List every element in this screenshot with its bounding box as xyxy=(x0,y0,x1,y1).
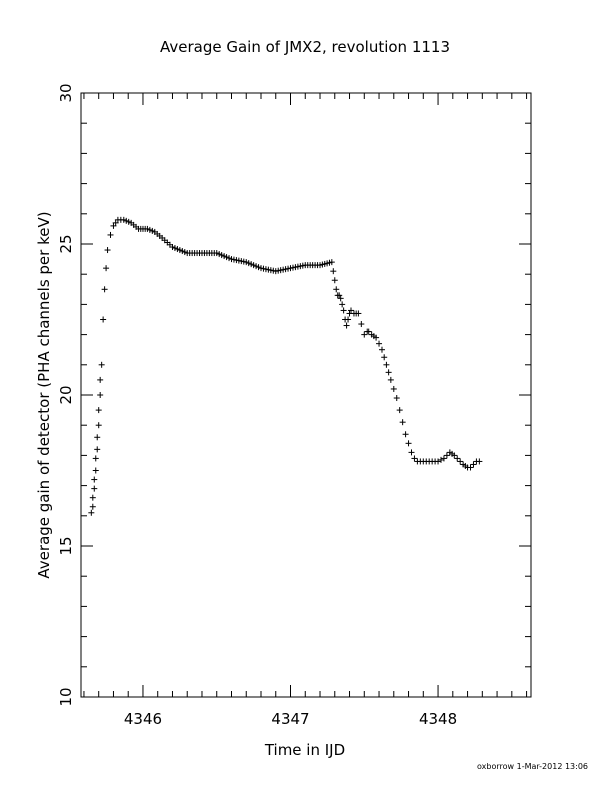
x-tick-label: 4348 xyxy=(419,710,457,728)
data-point xyxy=(330,268,337,275)
data-point xyxy=(104,247,111,254)
data-point xyxy=(470,461,477,468)
data-point xyxy=(100,316,107,323)
data-point xyxy=(373,334,380,341)
y-axis-label: Average gain of detector (PHA channels p… xyxy=(35,211,53,578)
data-point xyxy=(476,458,483,465)
data-point xyxy=(328,259,335,266)
data-point xyxy=(339,301,346,308)
data-point xyxy=(365,328,372,335)
data-point xyxy=(94,446,101,453)
data-point xyxy=(101,286,108,293)
data-point xyxy=(376,340,383,347)
data-point xyxy=(405,440,412,447)
footer-credit: oxborrow 1-Mar-2012 13:06 xyxy=(477,762,588,771)
plot-frame xyxy=(80,92,532,698)
data-point xyxy=(355,310,362,317)
x-tick-labels: 4346 4347 4348 xyxy=(124,710,457,728)
data-point xyxy=(348,307,354,314)
data-point xyxy=(95,422,102,429)
data-point xyxy=(402,431,409,438)
data-point xyxy=(89,494,96,501)
data-point xyxy=(92,467,99,474)
data-point xyxy=(97,392,104,398)
data-point xyxy=(103,265,110,272)
data-point xyxy=(343,322,350,329)
y-tick-label: 30 xyxy=(57,83,75,102)
data-point xyxy=(110,222,117,229)
data-point xyxy=(393,395,400,402)
data-point xyxy=(112,219,119,226)
data-point xyxy=(92,455,99,462)
x-tick-label: 4347 xyxy=(271,710,309,728)
data-point xyxy=(91,476,98,483)
data-point xyxy=(331,277,338,284)
data-point xyxy=(89,503,96,510)
y-tick-labels: 10 15 20 25 30 xyxy=(57,83,75,706)
data-point xyxy=(390,385,397,392)
data-point xyxy=(381,354,388,361)
data-point xyxy=(358,321,365,328)
data-point xyxy=(97,376,104,383)
x-ticks xyxy=(83,93,528,697)
data-point xyxy=(95,407,102,414)
data-point xyxy=(443,452,450,459)
data-point xyxy=(385,369,392,376)
y-tick-label: 15 xyxy=(57,536,75,555)
data-point xyxy=(383,361,390,368)
data-point xyxy=(408,449,415,456)
y-tick-label: 10 xyxy=(57,687,75,706)
data-point xyxy=(94,434,101,441)
x-tick-label: 4346 xyxy=(124,710,162,728)
data-point xyxy=(98,361,105,368)
data-point xyxy=(333,286,340,293)
y-tick-label: 20 xyxy=(57,385,75,404)
data-point xyxy=(91,485,98,492)
data-point xyxy=(438,456,444,463)
data-point xyxy=(378,346,385,353)
data-point xyxy=(340,307,347,314)
data-point xyxy=(454,455,461,462)
data-point xyxy=(435,458,442,465)
y-tick-label: 25 xyxy=(57,234,75,253)
data-point xyxy=(451,452,458,459)
data-point xyxy=(361,331,368,338)
data-point xyxy=(399,419,406,426)
data-point xyxy=(88,509,95,516)
data-point xyxy=(457,458,464,465)
chart-title: Average Gain of JMX2, revolution 1113 xyxy=(160,38,450,56)
x-axis-label: Time in IJD xyxy=(264,741,345,759)
y-ticks xyxy=(81,92,531,698)
data-point xyxy=(396,407,403,414)
data-point xyxy=(337,295,344,302)
data-point xyxy=(411,455,418,462)
data-point xyxy=(107,231,114,238)
data-points xyxy=(88,216,483,516)
data-point xyxy=(345,316,352,323)
data-point xyxy=(336,292,343,299)
data-point xyxy=(467,464,474,471)
data-point xyxy=(440,455,447,462)
data-point xyxy=(387,376,394,383)
